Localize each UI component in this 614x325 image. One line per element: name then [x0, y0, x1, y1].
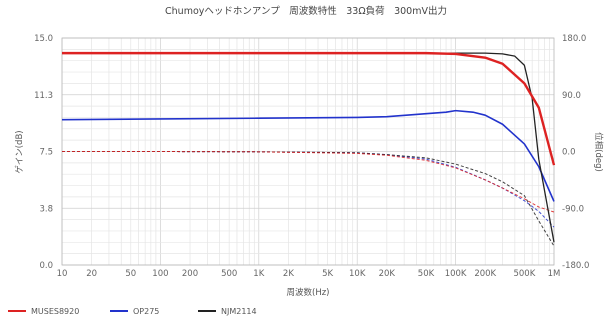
series-layer: [61, 51, 556, 247]
x-tick-labels: 10 20 50 100 200 500 1K 2K 5K 10K 20K 50K 100K 200K 50…: [57, 269, 561, 279]
y2-tick-label: 90.0: [562, 91, 581, 101]
x-tick-label: 2K: [283, 269, 294, 279]
y-tick-labels: 0.0 3.8 7.5 11.3 15.0: [34, 34, 53, 271]
y2-axis-label: 位相(deg): [593, 132, 604, 172]
y2-tick-label: 180.0: [562, 34, 586, 44]
x-tick-label: 100: [152, 269, 168, 279]
x-tick-label: 100K: [445, 269, 467, 279]
x-tick-label: 1M: [548, 269, 561, 279]
legend: MUSES8920 OP275 NJM2114: [8, 307, 257, 316]
x-tick-label: 5K: [322, 269, 333, 279]
x-tick-label: 50K: [418, 269, 435, 279]
x-tick-label: 20: [86, 269, 97, 279]
x-tick-label: 10K: [349, 269, 366, 279]
y-tick-label: 15.0: [34, 34, 53, 44]
x-tick-label: 500K: [513, 269, 535, 279]
x-tick-label: 500: [221, 269, 237, 279]
x-axis-label: 周波数(Hz): [287, 287, 330, 298]
series-phase-line-njm2114: [62, 151, 555, 247]
y2-tick-label: -180.0: [562, 261, 589, 271]
series-phase-line-muses8920: [62, 151, 555, 213]
x-tick-label: 200K: [474, 269, 496, 279]
x-tick-label: 50: [125, 269, 136, 279]
legend-label-op275: OP275: [133, 307, 159, 316]
series-gain-line-njm2114: [62, 52, 555, 243]
x-tick-label: 10: [57, 269, 68, 279]
y2-tick-label: -90.0: [562, 204, 584, 214]
y-tick-label: 3.8: [39, 204, 53, 214]
chart-title: Chumoyヘッドホンアンプ 周波数特性 33Ω負荷 300mV出力: [165, 5, 447, 17]
y-tick-label: 0.0: [39, 261, 53, 271]
series-gain-line-muses8920: [62, 51, 556, 166]
x-tick-label: 20K: [379, 269, 396, 279]
grid: [61, 37, 554, 266]
y-axis-label: ゲイン(dB): [14, 130, 25, 173]
y2-tick-label: 0.0: [562, 148, 576, 158]
x-tick-label: 1K: [253, 269, 264, 279]
y-tick-label: 11.3: [34, 91, 53, 101]
legend-label-muses8920: MUSES8920: [31, 307, 79, 316]
legend-label-njm2114: NJM2114: [221, 307, 257, 316]
y-tick-label: 7.5: [39, 148, 53, 158]
y2-tick-labels: -180.0 -90.0 0.0 90.0 180.0: [562, 34, 589, 271]
series-gain-line-op275: [61, 109, 555, 202]
x-tick-label: 200: [182, 269, 198, 279]
